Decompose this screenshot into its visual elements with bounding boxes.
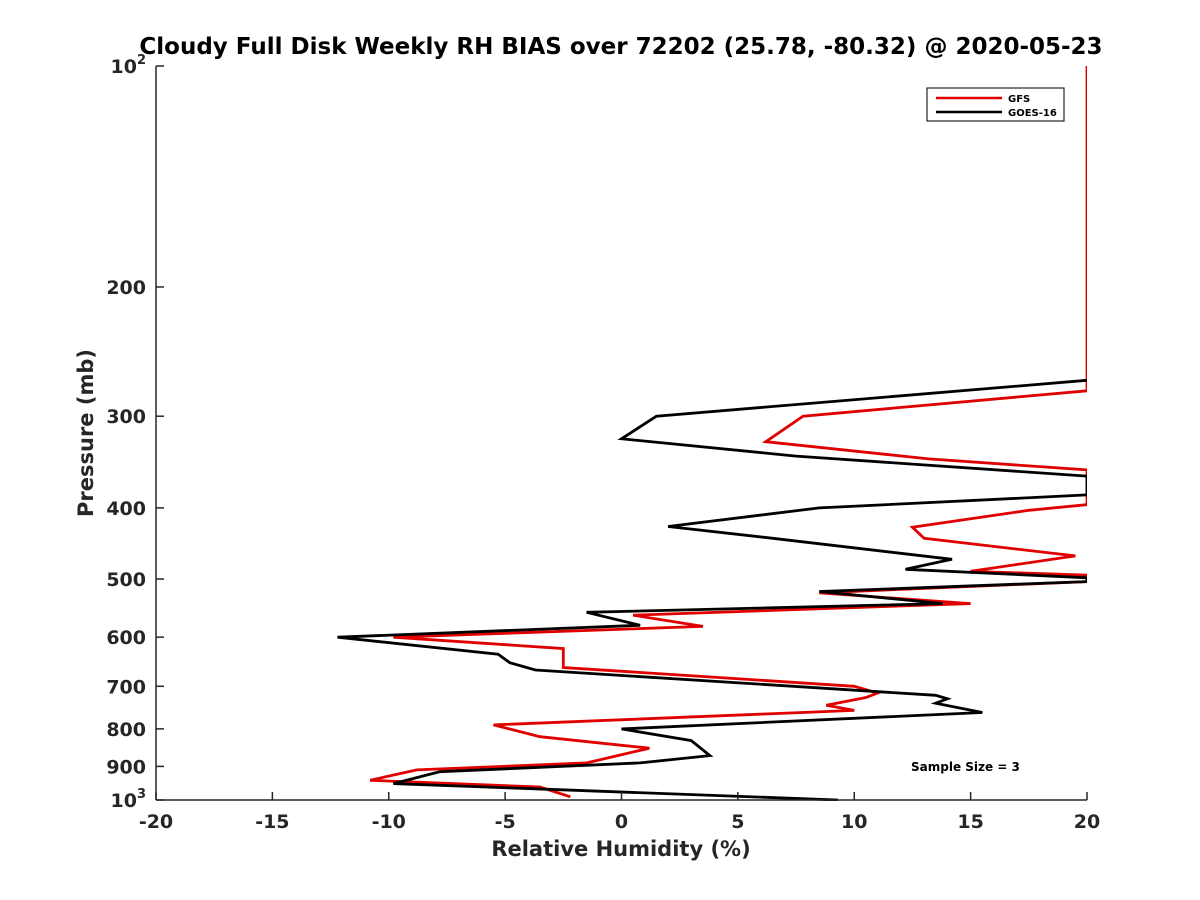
legend-box [926, 87, 1065, 122]
y-tick-label: 200 [106, 277, 146, 299]
x-tick-label: -5 [495, 811, 516, 833]
sample-size-annotation: Sample Size = 3 [911, 760, 1020, 774]
x-axis-label: Relative Humidity (%) [491, 837, 750, 861]
x-tick-label: 5 [731, 811, 744, 833]
legend-label-goes16: GOES-16 [1008, 108, 1057, 119]
plot-area: -20 -15 -10 -5 0 5 10 15 20 102 200 300 400 500 600 70… [106, 53, 1100, 833]
legend-label-gfs: GFS [1008, 94, 1030, 105]
x-ticks: -20 -15 -10 -5 0 5 10 15 20 [139, 792, 1100, 833]
legend: GFS GOES-16 [926, 87, 1065, 122]
y-tick-label: 103 [111, 787, 147, 812]
y-tick-label: 800 [106, 719, 146, 741]
x-tick-label: 15 [957, 811, 983, 833]
x-tick-label: -10 [372, 811, 406, 833]
y-tick-label: 102 [111, 53, 147, 78]
y-tick-label: 700 [106, 676, 146, 698]
x-tick-label: 0 [615, 811, 628, 833]
chart-title: Cloudy Full Disk Weekly RH BIAS over 722… [139, 34, 1102, 60]
x-tick-label: 20 [1074, 811, 1100, 833]
x-tick-label: 10 [841, 811, 867, 833]
series-line-gfs [369, 66, 1087, 799]
series-layer [337, 66, 1087, 801]
y-tick-label: 600 [106, 627, 146, 649]
y-axis-label: Pressure (mb) [74, 349, 98, 517]
y-ticks: 102 200 300 400 500 600 700 800 900 103 [106, 53, 164, 812]
x-tick-label: -15 [255, 811, 289, 833]
y-tick-label: 900 [106, 756, 146, 778]
y-tick-label: 400 [106, 498, 146, 520]
y-tick-label: 300 [106, 406, 146, 428]
x-tick-label: -20 [139, 811, 173, 833]
series-line-goes16 [337, 378, 1087, 801]
y-tick-label: 500 [106, 569, 146, 591]
